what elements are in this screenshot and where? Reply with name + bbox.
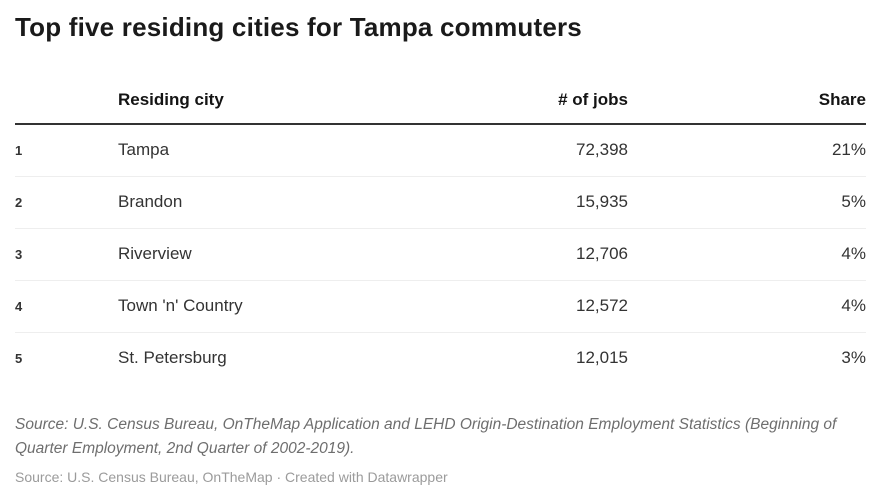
column-header-city: Residing city — [118, 90, 393, 125]
jobs-cell: 72,398 — [393, 124, 628, 177]
table-row: 2 Brandon 15,935 5% — [15, 176, 866, 229]
rank-cell: 3 — [15, 228, 118, 281]
table-row: 3 Riverview 12,706 4% — [15, 228, 866, 281]
table-row: 5 St. Petersburg 12,015 3% — [15, 332, 866, 384]
jobs-cell: 12,015 — [576, 348, 628, 368]
rank-cell: 5 — [15, 350, 23, 366]
share-cell: 5% — [628, 176, 866, 229]
table-row: 1 Tampa 72,398 21% — [15, 124, 866, 177]
table-header-row: Residing city # of jobs Share — [15, 90, 866, 125]
column-header-jobs: # of jobs — [393, 90, 628, 125]
data-table: Residing city # of jobs Share 1 Tampa 72… — [15, 90, 866, 384]
city-cell: Tampa — [118, 124, 393, 177]
share-cell: 4% — [628, 280, 866, 333]
city-cell: Town 'n' Country — [118, 280, 393, 333]
chart-footer: Source: U.S. Census Bureau, OnTheMap App… — [15, 413, 865, 486]
jobs-cell: 12,706 — [393, 228, 628, 281]
rank-cell: 4 — [15, 280, 118, 333]
table-row: 4 Town 'n' Country 12,572 4% — [15, 280, 866, 333]
city-cell: Brandon — [118, 176, 393, 229]
share-cell: 3% — [841, 348, 866, 368]
column-header-rank — [15, 90, 118, 125]
city-cell: St. Petersburg — [118, 348, 227, 368]
chart-title: Top five residing cities for Tampa commu… — [15, 12, 582, 42]
chart-header: Top five residing cities for Tampa commu… — [0, 0, 880, 44]
column-header-share: Share — [628, 90, 866, 125]
share-cell: 21% — [628, 124, 866, 177]
jobs-cell: 15,935 — [393, 176, 628, 229]
share-cell: 4% — [628, 228, 866, 281]
city-cell: Riverview — [118, 228, 393, 281]
byline-attribution: Source: U.S. Census Bureau, OnTheMap · C… — [15, 469, 448, 485]
rank-cell: 1 — [15, 124, 118, 177]
rank-cell: 2 — [15, 176, 118, 229]
source-note: Source: U.S. Census Bureau, OnTheMap App… — [15, 416, 837, 457]
jobs-cell: 12,572 — [393, 280, 628, 333]
